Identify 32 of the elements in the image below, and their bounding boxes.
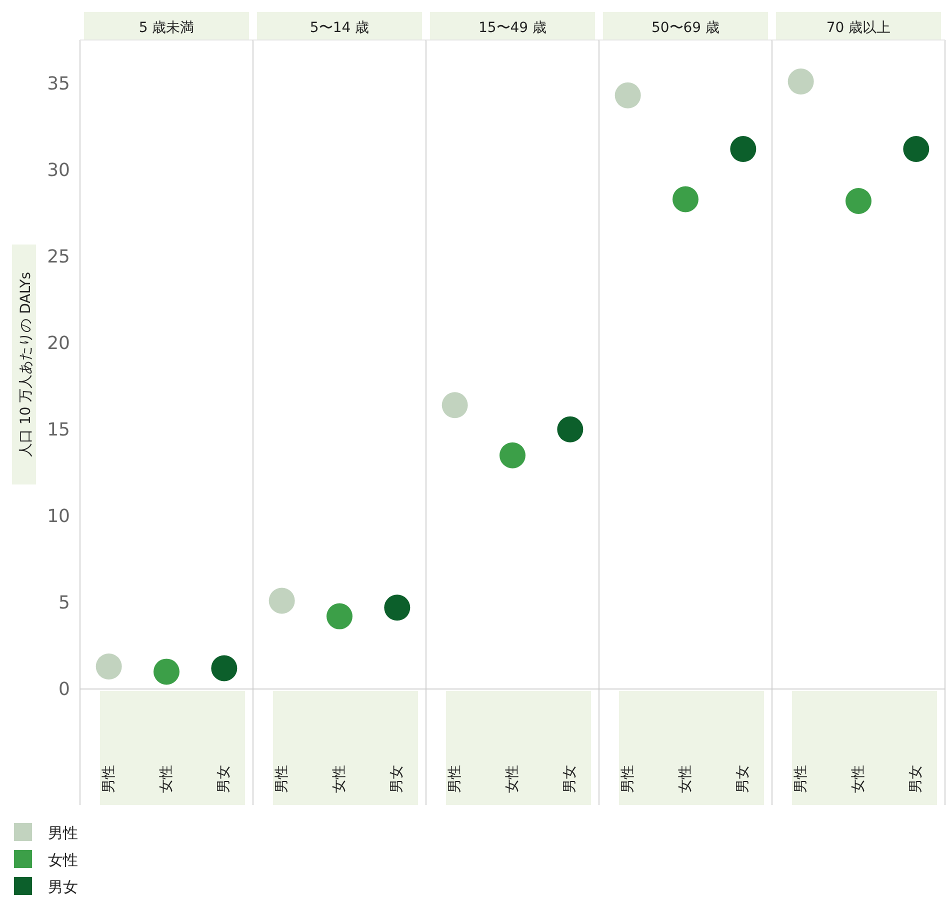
- y-tick-label: 15: [47, 419, 70, 440]
- chart-title: 50〜69 歳: [651, 20, 720, 36]
- x-tick-label: 男性: [620, 765, 636, 793]
- y-tick-label: 30: [47, 160, 70, 181]
- legend-label: 男性: [48, 824, 78, 842]
- x-tick-label: 男性: [100, 765, 117, 793]
- chart-title: 5 歳未満: [138, 20, 194, 36]
- x-tick-label: 女性: [504, 765, 520, 793]
- x-tick-label: 男性: [792, 765, 809, 793]
- chart-title: 5〜14 歳: [310, 20, 370, 36]
- y-tick-label: 20: [47, 332, 70, 354]
- y-tick-label: 35: [47, 73, 70, 94]
- y-tick-label: 0: [58, 679, 70, 700]
- y-axis-title: 人口 10 万人あたりの DALYs: [18, 272, 34, 458]
- x-tick-label: 女性: [850, 765, 866, 793]
- chart-title: 70 歳以上: [826, 20, 891, 36]
- x-tick-label: 男女: [735, 765, 752, 793]
- x-tick-label: 女性: [158, 765, 174, 793]
- legend-label: 男女: [48, 878, 78, 896]
- y-tick-label: 10: [47, 506, 70, 527]
- y-tick-label: 25: [47, 246, 70, 268]
- x-tick-label: 女性: [678, 765, 694, 793]
- x-tick-label: 男女: [562, 765, 578, 793]
- y-tick-label: 5: [58, 592, 70, 614]
- legend-label: 女性: [48, 851, 78, 869]
- chart-title: 15〜49 歳: [478, 20, 547, 36]
- x-tick-label: 男女: [389, 765, 406, 793]
- x-tick-label: 女性: [332, 765, 348, 793]
- x-tick-label: 男女: [216, 765, 232, 793]
- x-tick-label: 男女: [908, 765, 924, 793]
- x-tick-label: 男性: [446, 765, 463, 793]
- x-tick-label: 男性: [274, 765, 290, 793]
